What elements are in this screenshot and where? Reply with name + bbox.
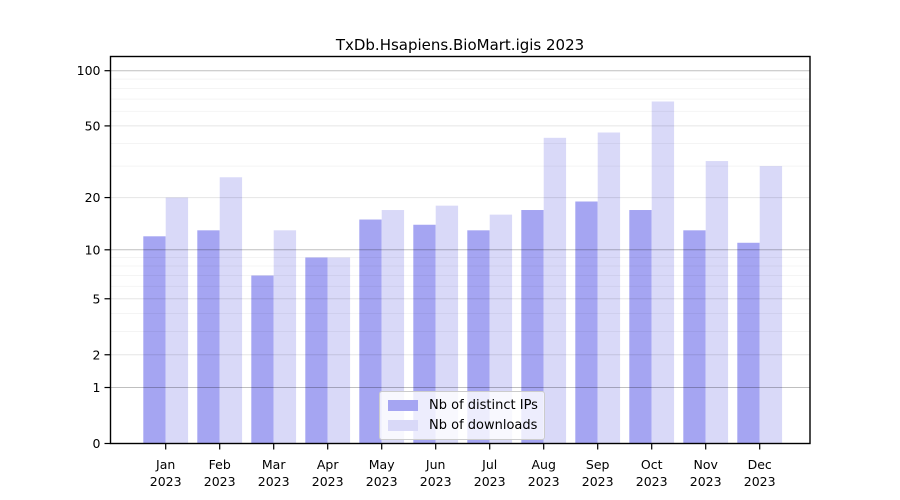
x-tick-label-year: 2023 (420, 474, 452, 489)
x-tick-label-year: 2023 (528, 474, 560, 489)
bar (435, 205, 459, 444)
bar (597, 132, 621, 444)
bar (737, 242, 760, 444)
x-tick-label-month: Oct (641, 457, 663, 472)
bar (327, 257, 351, 444)
legend-item-distinct-ips: Nb of distinct IPs (388, 398, 538, 413)
x-tick-label-year: 2023 (258, 474, 290, 489)
x-tick-label-year: 2023 (312, 474, 344, 489)
x-tick-label-month: May (369, 457, 395, 472)
x-tick-label-year: 2023 (690, 474, 722, 489)
x-tick-label-year: 2023 (636, 474, 668, 489)
bar (521, 210, 544, 444)
legend-item-downloads: Nb of downloads (388, 418, 538, 433)
x-tick-label-month: Apr (317, 457, 339, 472)
x-tick-label-year: 2023 (366, 474, 398, 489)
bar (683, 230, 706, 444)
y-tick-label: 1 (93, 380, 101, 395)
bar (543, 137, 567, 444)
bar (273, 230, 297, 444)
legend-label-distinct-ips: Nb of distinct IPs (429, 398, 538, 413)
x-tick-label-month: Feb (209, 457, 231, 472)
bar (143, 236, 166, 444)
legend-swatch-downloads (388, 420, 418, 431)
bar (251, 275, 274, 444)
bar (489, 214, 513, 444)
bar (467, 230, 490, 444)
x-tick-label-month: Dec (748, 457, 772, 472)
x-tick-label-month: Jul (481, 457, 497, 472)
bar (305, 257, 328, 444)
x-tick-label-month: Aug (531, 457, 555, 472)
y-tick-label: 2 (93, 347, 101, 362)
y-tick-label: 10 (85, 242, 101, 257)
bar (165, 197, 189, 444)
y-tick-label: 0 (93, 436, 101, 451)
x-tick-label-month: Jun (425, 457, 446, 472)
bar (359, 219, 382, 444)
x-tick-label-month: Nov (693, 457, 718, 472)
bar (629, 210, 652, 444)
legend-swatch-distinct-ips (388, 400, 418, 411)
x-tick-label-year: 2023 (582, 474, 614, 489)
x-tick-label-month: Sep (586, 457, 610, 472)
x-tick-label-year: 2023 (204, 474, 236, 489)
legend-label-downloads: Nb of downloads (429, 418, 538, 433)
bar (651, 101, 675, 444)
x-tick-label-month: Jan (155, 457, 175, 472)
bar (381, 210, 405, 444)
y-tick-label: 100 (77, 63, 101, 78)
x-tick-label-year: 2023 (474, 474, 506, 489)
y-tick-label: 5 (93, 291, 101, 306)
chart-title: TxDb.Hsapiens.BioMart.igis 2023 (335, 36, 585, 54)
y-tick-label: 20 (85, 190, 101, 205)
x-tick-label-year: 2023 (150, 474, 182, 489)
y-tick-label: 50 (85, 118, 101, 133)
bar (197, 230, 220, 444)
bar (705, 161, 729, 444)
legend: Nb of distinct IPs Nb of downloads (379, 391, 545, 440)
x-tick-label-year: 2023 (744, 474, 776, 489)
bar (575, 201, 598, 444)
x-tick-label-month: Mar (262, 457, 286, 472)
bar (219, 177, 243, 444)
bar (759, 166, 783, 444)
bar (413, 224, 436, 444)
